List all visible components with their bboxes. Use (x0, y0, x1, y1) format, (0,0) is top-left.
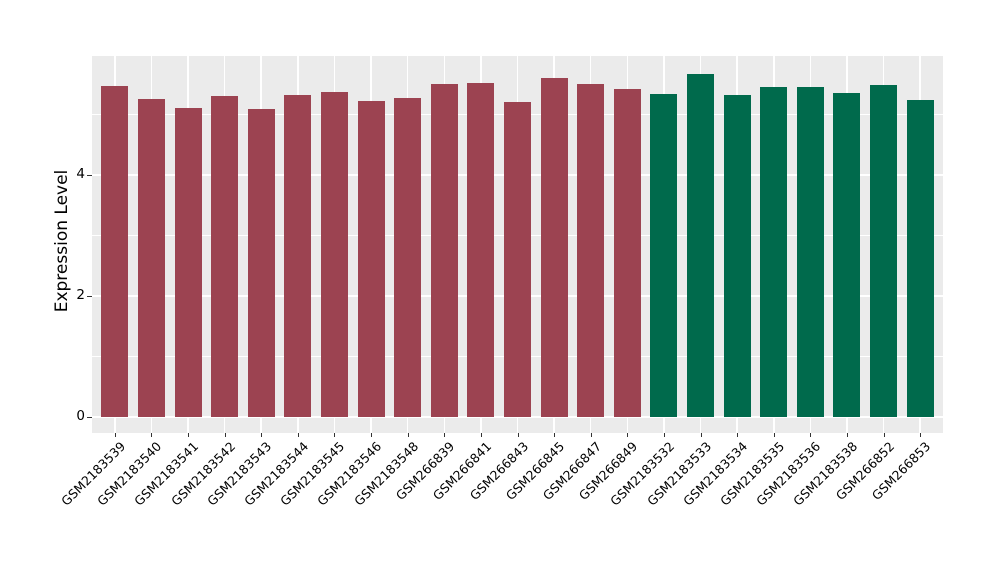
bar-GSM266843 (504, 101, 531, 417)
y-tick-mark (87, 295, 92, 297)
y-tick-label-2: 2 (76, 286, 85, 303)
y-axis-title-text: Expression Level (52, 169, 72, 313)
y-tick-label-4: 4 (76, 165, 85, 182)
x-tick-mark (590, 433, 592, 437)
x-tick-mark (663, 433, 665, 437)
bar-GSM266852 (870, 84, 898, 417)
x-tick-mark (334, 433, 336, 437)
bar-GSM266845 (540, 77, 568, 417)
x-tick-mark (261, 433, 263, 437)
x-tick-mark (810, 433, 812, 437)
bar-GSM2183533 (687, 74, 715, 417)
bar-GSM2183536 (796, 87, 824, 417)
bar-GSM266839 (430, 84, 458, 417)
y-tick-mark (87, 174, 92, 176)
bar-GSM2183534 (723, 95, 751, 417)
x-tick-mark (554, 433, 556, 437)
bar-GSM2183532 (650, 94, 678, 417)
x-tick-mark (480, 433, 482, 437)
x-tick-mark (224, 433, 226, 437)
bar-GSM2183548 (394, 97, 422, 417)
bar-GSM2183541 (174, 107, 202, 417)
bar-GSM2183539 (101, 86, 129, 417)
y-tick-mark (87, 416, 92, 418)
bar-GSM2183540 (137, 99, 165, 417)
y-tick-label-0: 0 (76, 407, 85, 424)
bar-GSM2183546 (357, 101, 385, 417)
x-tick-mark (444, 433, 446, 437)
bar-GSM2183545 (320, 92, 348, 417)
x-tick-mark (297, 433, 299, 437)
x-tick-mark (114, 433, 116, 437)
x-tick-mark (151, 433, 153, 437)
bar-GSM266849 (613, 88, 641, 417)
bar-GSM2183544 (284, 94, 312, 417)
x-tick-mark (920, 433, 922, 437)
x-tick-mark (773, 433, 775, 437)
bar-GSM2183535 (760, 87, 788, 417)
x-tick-mark (407, 433, 409, 437)
bar-GSM266847 (577, 84, 605, 417)
bar-GSM266841 (467, 82, 495, 417)
x-tick-mark (883, 433, 885, 437)
x-tick-mark (188, 433, 190, 437)
x-tick-mark (700, 433, 702, 437)
x-tick-mark (846, 433, 848, 437)
x-tick-mark (737, 433, 739, 437)
bar-GSM2183542 (211, 95, 239, 417)
bar-GSM2183538 (833, 93, 861, 417)
plot-panel (92, 56, 943, 433)
x-tick-mark (371, 433, 373, 437)
x-tick-mark (627, 433, 629, 437)
bar-GSM2183543 (247, 108, 275, 417)
x-tick-mark (517, 433, 519, 437)
bar-GSM266853 (906, 100, 934, 417)
